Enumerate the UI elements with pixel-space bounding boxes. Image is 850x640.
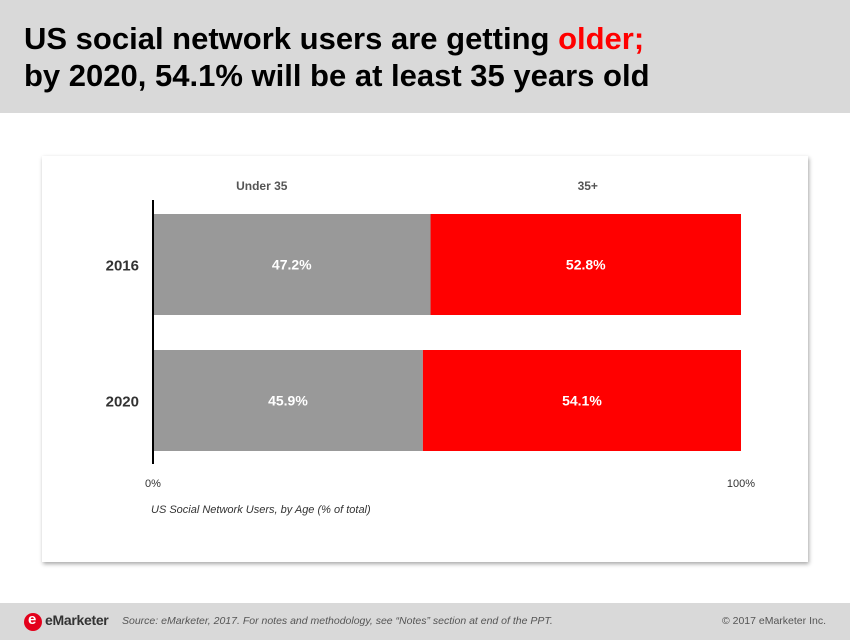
stacked-bar-chart: 47.2% 52.8% 2016 45.9% 54.1% 2020 Under 35 35+ 0… <box>106 179 756 516</box>
copyright-text: © 2017 eMarketer Inc. <box>721 615 826 627</box>
source-note: Source: eMarketer, 2017. For notes and m… <box>122 615 553 627</box>
logo-text: eMarketer <box>45 612 109 628</box>
chart-caption: US Social Network Users, by Age (% of to… <box>151 504 371 516</box>
category-label-2016: 2016 <box>106 258 139 275</box>
bar-2016-series-1 <box>430 214 741 315</box>
header-band: US social network users are getting olde… <box>0 0 850 113</box>
bar-2020-series-0 <box>153 350 423 451</box>
series-header-0: Under 35 <box>236 179 288 193</box>
emarketer-logo-icon <box>24 611 42 631</box>
bar-2020-series-1 <box>422 350 741 451</box>
x-tick-label-1: 100% <box>727 478 755 490</box>
title-line2: by 2020, 54.1% will be at least 35 years… <box>24 58 650 93</box>
footer-band: eMarketer Source: eMarketer, 2017. For n… <box>0 603 850 640</box>
page-title: US social network users are getting olde… <box>24 20 834 94</box>
series-header-1: 35+ <box>578 179 598 193</box>
title-part1: US social network users are getting <box>24 21 559 56</box>
title-accent: older; <box>558 21 645 56</box>
data-label-2016-series-0: 47.2% <box>272 257 312 273</box>
data-label-2020-series-0: 45.9% <box>268 393 308 409</box>
chart-card: 47.2% 52.8% 2016 45.9% 54.1% 2020 Under 35 35+ 0… <box>42 156 808 562</box>
data-label-2016-series-1: 52.8% <box>566 257 606 273</box>
data-label-2020-series-1: 54.1% <box>562 393 602 409</box>
bar-2016-series-0 <box>153 214 431 315</box>
x-tick-label-0: 0% <box>145 478 161 490</box>
category-label-2020: 2020 <box>106 394 139 411</box>
